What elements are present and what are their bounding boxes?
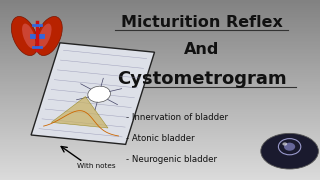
Ellipse shape [88, 86, 110, 102]
Text: With notes: With notes [77, 163, 115, 169]
Ellipse shape [36, 16, 62, 56]
Ellipse shape [283, 142, 287, 146]
Ellipse shape [11, 16, 38, 56]
Polygon shape [31, 43, 155, 144]
Ellipse shape [284, 143, 295, 151]
Ellipse shape [22, 24, 36, 48]
Text: Cystometrogram: Cystometrogram [117, 70, 286, 88]
Ellipse shape [261, 133, 318, 169]
Polygon shape [51, 96, 108, 128]
Text: Micturition Reflex: Micturition Reflex [121, 15, 283, 30]
Text: - Innervation of bladder: - Innervation of bladder [126, 113, 228, 122]
Text: - Atonic bladder: - Atonic bladder [126, 134, 195, 143]
Ellipse shape [38, 24, 52, 48]
Text: Edu Club: Edu Club [272, 160, 307, 166]
Text: - Neurogenic bladder: - Neurogenic bladder [126, 155, 217, 164]
Text: And: And [184, 42, 219, 57]
